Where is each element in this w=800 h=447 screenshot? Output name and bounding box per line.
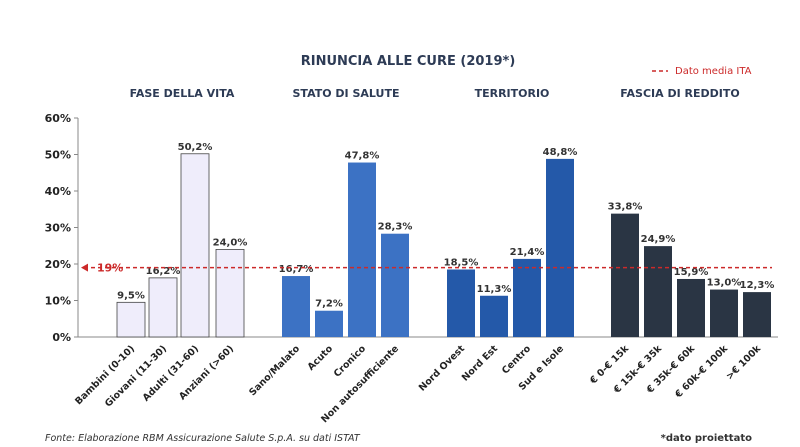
category-label: Nord Ovest bbox=[417, 343, 468, 394]
reference-label: 19% bbox=[97, 262, 123, 275]
bar bbox=[546, 158, 574, 337]
bar-value-label: 33,8% bbox=[608, 202, 643, 213]
bar-value-label: 13,0% bbox=[707, 278, 742, 289]
reference-arrow-icon bbox=[81, 263, 88, 272]
bar-value-label: 47,8% bbox=[345, 151, 380, 162]
bar bbox=[116, 301, 146, 338]
bar-value-label: 16,7% bbox=[279, 264, 314, 275]
bar bbox=[513, 258, 541, 337]
category-label: Acuto bbox=[306, 343, 336, 373]
bar-value-label: 7,2% bbox=[315, 299, 343, 310]
y-tick-label: 0% bbox=[52, 331, 71, 344]
bar-value-label: 21,4% bbox=[510, 247, 545, 258]
bar bbox=[315, 310, 343, 337]
bar-value-label: 48,8% bbox=[543, 147, 578, 158]
bar-value-label: 24,0% bbox=[213, 237, 248, 248]
bar bbox=[215, 248, 245, 338]
bar bbox=[148, 277, 178, 338]
bar-value-label: 12,3% bbox=[740, 280, 775, 291]
bar-value-label: 16,2% bbox=[146, 266, 181, 277]
legend: Dato media ITA bbox=[652, 66, 752, 77]
bar bbox=[480, 295, 508, 337]
bar-value-label: 28,3% bbox=[378, 222, 413, 233]
group-title: FASE DELLA VITA bbox=[130, 87, 235, 100]
category-labels: Bambini (0-10)Giovani (11-30)Adulti (31-… bbox=[73, 343, 763, 425]
chart-title: RINUNCIA ALLE CURE (2019*) bbox=[301, 54, 516, 69]
category-label: >€ 100k bbox=[724, 343, 763, 382]
bar-value-label: 50,2% bbox=[178, 142, 213, 153]
y-tick-label: 10% bbox=[45, 295, 71, 308]
bars bbox=[116, 153, 771, 338]
bar-value-label: 24,9% bbox=[641, 234, 676, 245]
bar bbox=[743, 292, 771, 337]
bar bbox=[180, 153, 210, 338]
group-title: TERRITORIO bbox=[475, 87, 550, 100]
source-note: Fonte: Elaborazione RBM Assicurazione Sa… bbox=[45, 433, 361, 444]
category-label: Centro bbox=[500, 343, 534, 377]
y-tick-label: 20% bbox=[45, 258, 71, 271]
y-tick-label: 50% bbox=[45, 149, 71, 162]
bar bbox=[282, 276, 310, 337]
group-titles: FASE DELLA VITA STATO DI SALUTE TERRITORIO… bbox=[130, 87, 740, 100]
bar bbox=[677, 278, 705, 337]
category-label: Bambini (0-10) bbox=[73, 343, 137, 407]
group-title: FASCIA DI REDDITO bbox=[620, 87, 739, 100]
y-tick-label: 30% bbox=[45, 222, 71, 235]
legend-label: Dato media ITA bbox=[675, 66, 752, 77]
bar bbox=[710, 289, 738, 337]
bar bbox=[348, 162, 376, 337]
projected-note: *dato proiettato bbox=[661, 433, 753, 444]
y-tick-label: 60% bbox=[45, 112, 71, 125]
bar bbox=[447, 269, 475, 337]
category-label: Nord Est bbox=[460, 343, 501, 384]
bar bbox=[381, 233, 409, 337]
bar bbox=[611, 213, 639, 337]
bar-value-label: 9,5% bbox=[117, 290, 145, 301]
group-title: STATO DI SALUTE bbox=[293, 87, 400, 100]
bar-value-label: 18,5% bbox=[444, 257, 479, 268]
bar-value-label: 15,9% bbox=[674, 267, 709, 278]
value-labels: 9,5% 16,2% 50,2% 24,0% 16,7% 7,2% 47,8% 28,3% 18… bbox=[117, 142, 774, 310]
y-tick-label: 40% bbox=[45, 185, 71, 198]
bar bbox=[644, 246, 672, 337]
reference-line-group: 19% bbox=[81, 262, 772, 275]
category-label: Sano/Malato bbox=[247, 343, 302, 398]
bar-value-label: 11,3% bbox=[477, 284, 512, 295]
